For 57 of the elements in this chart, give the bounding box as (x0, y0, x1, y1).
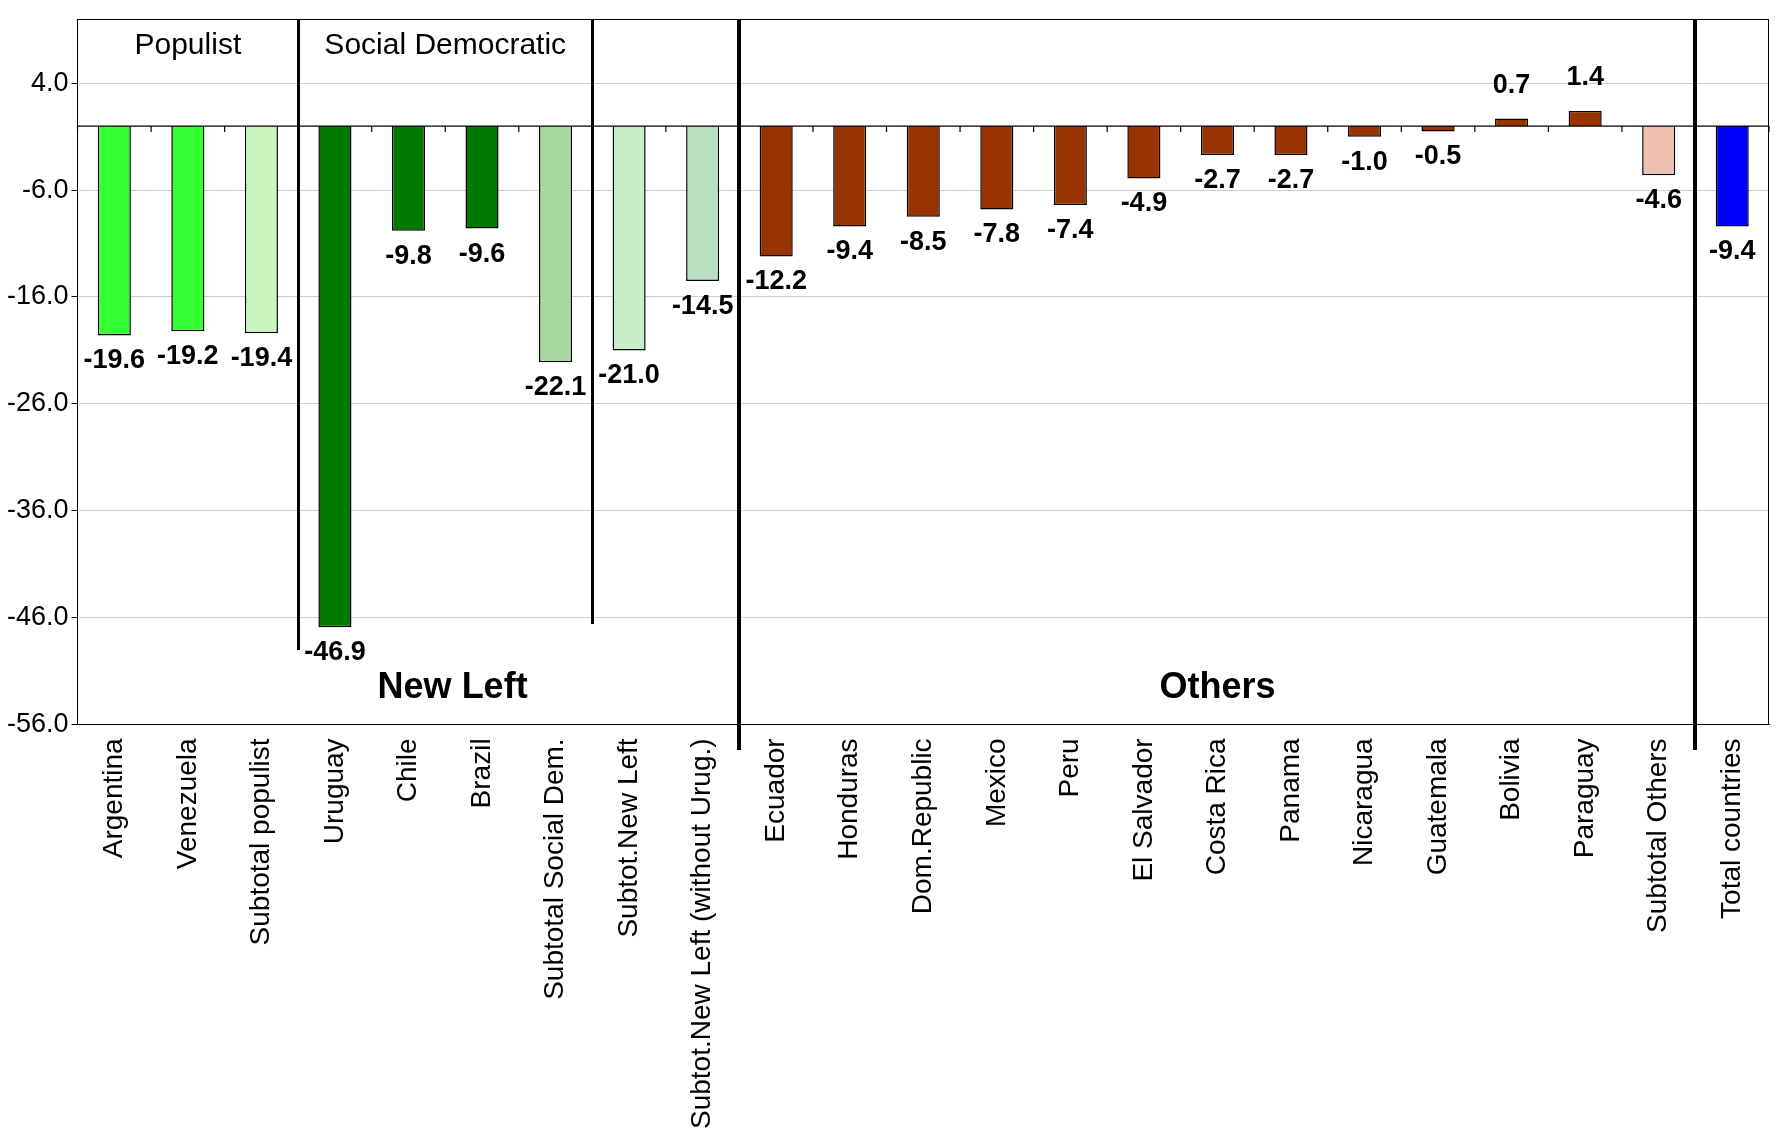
data-label: -19.2 (157, 340, 219, 371)
y-tick-label: 4.0 (30, 66, 69, 97)
x-tick-label: Subtot.New Left (without Urug.) (685, 738, 717, 1130)
x-tick-label: Peru (1053, 738, 1085, 798)
data-label: -9.4 (826, 235, 873, 266)
data-label: -9.8 (385, 239, 432, 270)
data-label: -19.4 (230, 342, 293, 373)
x-tick-label: Venezuela (170, 737, 202, 870)
y-tick-label: -46.0 (6, 600, 69, 631)
data-label: -2.7 (1194, 163, 1241, 194)
x-tick-label: Subtotal Others (1641, 738, 1673, 933)
data-label: -46.9 (304, 636, 366, 667)
data-label: -0.5 (1414, 140, 1462, 171)
y-tick-label: -26.0 (6, 387, 69, 418)
annotation: Social Democratic (324, 27, 567, 61)
x-tick-label: Honduras (832, 738, 864, 860)
x-tick-label: Subtotal Social Dem. (538, 738, 570, 1000)
annotation: Others (1159, 665, 1276, 707)
x-tick-label: Subtotal populist (244, 738, 276, 946)
data-label: -22.1 (524, 371, 587, 402)
x-tick-label: Guatemala (1420, 737, 1452, 876)
x-tick-label: Argentina (97, 737, 129, 859)
x-tick-label: Panama (1273, 737, 1305, 843)
x-tick-label: Mexico (979, 738, 1011, 828)
x-tick-label: Chile (391, 738, 423, 803)
x-tick-label: Dom.Republic (905, 738, 937, 915)
data-label: 0.7 (1492, 68, 1531, 99)
x-tick-label: Costa Rica (1200, 737, 1232, 876)
annotation: Populist (134, 27, 242, 61)
data-label: -9.6 (458, 237, 506, 268)
annotation: New Left (377, 665, 528, 707)
data-label: -14.5 (671, 289, 734, 320)
data-label: -7.8 (973, 218, 1021, 249)
y-tick-label: -6.0 (22, 173, 69, 204)
data-label: 1.4 (1566, 61, 1604, 92)
y-tick-label: -56.0 (6, 707, 69, 738)
data-label: -12.2 (745, 265, 807, 296)
data-label: -21.0 (598, 359, 660, 390)
data-label: -8.5 (900, 225, 947, 256)
y-tick-label: -36.0 (6, 494, 69, 525)
x-tick-label: El Salvador (1126, 738, 1158, 882)
x-tick-label: Bolivia (1494, 737, 1526, 821)
data-label: -9.4 (1708, 235, 1756, 266)
x-tick-label: Nicaragua (1347, 737, 1379, 867)
data-label: -7.4 (1047, 214, 1094, 245)
x-tick-label: Brazil (464, 738, 496, 809)
data-label: -19.6 (83, 344, 146, 375)
x-tick-label: Paraguay (1567, 738, 1599, 859)
x-tick-label: Total countries (1714, 738, 1746, 919)
data-label: -2.7 (1267, 163, 1315, 194)
data-label: -1.0 (1341, 145, 1388, 176)
x-tick-label: Subtot.New Left (611, 738, 643, 938)
x-tick-label: Ecuador (758, 738, 790, 843)
data-label: -4.6 (1635, 184, 1682, 215)
y-tick-label: -16.0 (6, 280, 69, 311)
data-label: -4.9 (1120, 187, 1168, 218)
x-tick-label: Uruguay (317, 738, 349, 845)
